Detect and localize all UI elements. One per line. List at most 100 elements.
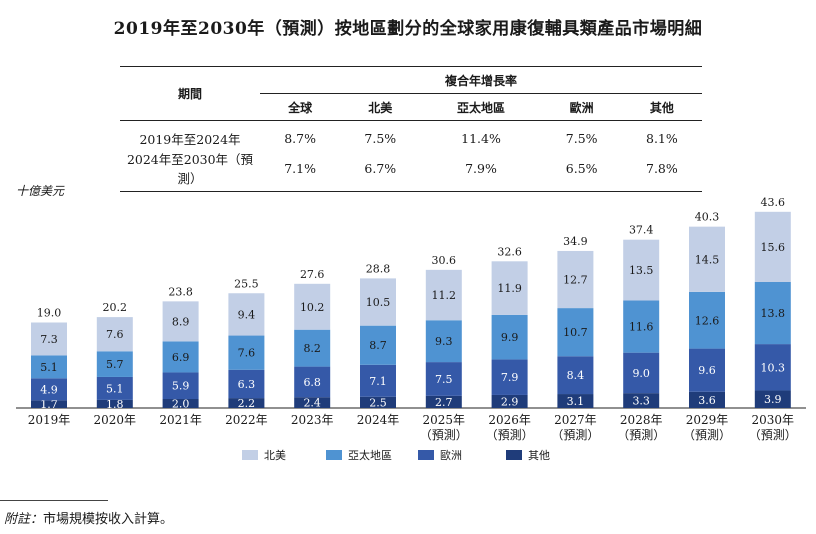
bar-total-label: 40.3 [695,211,720,224]
bar-segment [162,399,199,408]
bar-segment [96,317,133,352]
segment-value-label: 1.8 [106,398,124,411]
col-header-others: 其他 [621,93,702,121]
col-header-north-america: 北美 [340,93,421,121]
bar-segment [557,356,594,395]
x-tick-label: 2022年 [225,413,268,427]
x-tick-label: （預測） [551,428,599,442]
bar-segment [754,211,791,282]
x-tick-label: 2024年 [357,413,400,427]
bar-segment [360,364,396,397]
segment-value-label: 9.6 [698,364,716,377]
x-tick-label: （預測） [749,428,797,442]
bar-segment [754,390,791,408]
bar-segment [425,269,462,321]
legend-swatch [326,450,342,460]
footnote: 附註：市場規模按收入計算。 [4,508,173,527]
x-tick-label: 2023年 [291,413,334,427]
segment-value-label: 5.1 [40,361,58,374]
col-header-europe: 歐洲 [541,93,622,121]
segment-value-label: 11.6 [629,321,654,334]
bar-segment [491,314,528,360]
bar-segment [491,261,528,315]
segment-value-label: 7.9 [501,371,519,384]
bar-segment [228,293,265,336]
segment-value-label: 6.9 [172,351,190,364]
legend-swatch [506,450,522,460]
segment-value-label: 4.9 [40,383,58,396]
segment-value-label: 11.9 [497,282,522,295]
stacked-bar-chart: 1.7 4.9 5.1 7.3 19.0 2019年 1.8 5.1 5.7 7.6 20.2 202… [16,196,806,462]
bar-segment [689,291,725,349]
segment-value-label: 13.8 [761,307,786,320]
segment-value-label: 7.1 [369,375,387,388]
segment-value-label: 9.4 [238,308,256,321]
cagr-cell: 6.5% [541,149,622,192]
segment-value-label: 8.7 [369,339,387,352]
row-period-label: 2019年至2024年 [139,131,241,147]
bar-total-label: 30.6 [432,254,457,267]
footnote-label: 附註： [4,512,44,527]
bar-segment [96,399,133,408]
segment-value-label: 14.5 [695,253,720,266]
bar-segment [557,308,594,357]
segment-value-label: 2.4 [303,397,321,410]
segment-value-label: 2.7 [435,396,453,409]
cagr-cell: 7.8% [621,149,702,192]
segment-value-label: 8.4 [567,369,585,382]
bar-segment [228,398,265,408]
bar-segment [623,300,660,353]
x-tick-label: 2028年 [620,413,663,427]
legend-label: 亞太地區 [348,449,392,462]
x-tick-label: 2026年 [488,413,531,427]
cagr-cell: 8.7% [284,130,316,146]
x-tick-label: 2030年 [752,413,795,427]
segment-value-label: 3.9 [764,393,782,406]
bar-segment [31,400,67,408]
bar-total-label: 27.6 [300,268,325,281]
bar-segment [425,320,462,363]
bar-total-label: 23.8 [168,285,193,298]
segment-value-label: 8.2 [303,342,321,355]
legend-label: 北美 [264,449,286,462]
segment-value-label: 9.0 [632,367,650,380]
unit-label: 十億美元 [16,184,65,198]
legend-swatch [418,450,434,460]
legend-label: 歐洲 [440,448,462,462]
x-tick-label: 2025年 [423,413,466,427]
segment-value-label: 2.0 [172,398,190,411]
bar-segment [360,396,396,408]
bar-total-label: 20.2 [103,301,128,314]
x-tick-label: （預測） [486,428,534,442]
bar-segment [294,283,331,330]
bar-segment [228,369,265,399]
bar-segment [689,226,725,292]
legend-swatch [242,450,258,460]
legend-label: 其他 [528,449,550,462]
bar-segment [360,325,396,365]
bar-segment [425,362,462,396]
segment-value-label: 13.5 [629,264,654,277]
segment-value-label: 12.7 [563,274,588,287]
segment-value-label: 9.9 [501,331,519,344]
bar-total-label: 43.6 [761,196,786,209]
segment-value-label: 5.7 [106,358,124,371]
bar-total-label: 34.9 [563,235,588,248]
row-period-label: 2024年至2030年（預測） [120,149,260,192]
chart-title: 2019年至2030年（預測）按地區劃分的全球家用康復輔具類產品市場明細 [113,19,703,39]
footnote-text: 市場規模按收入計算。 [43,512,174,527]
segment-value-label: 2.2 [238,397,256,410]
bar-segment [557,394,594,408]
segment-value-label: 6.8 [303,376,321,389]
x-tick-label: 2021年 [159,413,202,427]
bar-segment [96,351,133,377]
segment-value-label: 7.6 [106,328,124,341]
cagr-group-header: 複合年增長率 [260,66,702,94]
x-tick-label: 2020年 [94,413,137,427]
bar-segment [162,301,199,342]
cagr-cell: 6.7% [340,149,421,192]
bar-segment [162,372,199,399]
x-tick-label: （預測） [617,428,665,442]
cagr-cell: 11.4% [461,130,501,146]
bar-segment [96,376,133,400]
